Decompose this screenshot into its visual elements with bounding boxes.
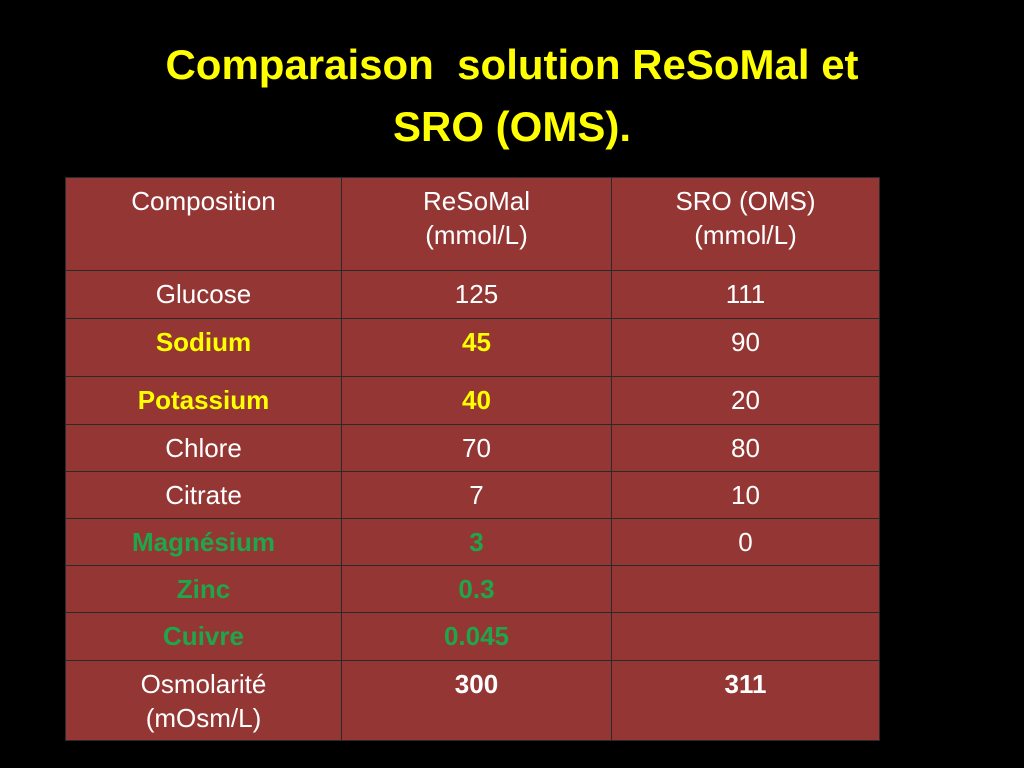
- cell: Magnésium: [65, 518, 342, 566]
- cell: Glucose: [65, 270, 342, 319]
- row: Potassium 40 20: [65, 376, 880, 425]
- cell: 10: [611, 471, 880, 519]
- cell: 111: [611, 270, 880, 319]
- cell: 70: [341, 424, 612, 472]
- row: Sodium 45 90: [65, 318, 880, 377]
- cell: 311: [611, 660, 880, 741]
- title-line: Comparaison solution ReSoMal et: [165, 41, 859, 88]
- cell-text: (mmol/L): [694, 220, 797, 250]
- cell: 0: [611, 518, 880, 566]
- row: Zinc 0.3: [65, 565, 880, 613]
- cell: Sodium: [65, 318, 342, 377]
- header-cell: ReSoMal (mmol/L): [341, 177, 612, 271]
- cell: Chlore: [65, 424, 342, 472]
- slide-title: Comparaison solution ReSoMal et SRO (OMS)…: [0, 34, 1024, 158]
- cell-text: Composition: [131, 186, 276, 216]
- empty-cell: [611, 612, 880, 661]
- cell-text: SRO (OMS): [675, 186, 816, 216]
- cell: 0.045: [341, 612, 612, 661]
- cell: 300: [341, 660, 612, 741]
- cell: Zinc: [65, 565, 342, 613]
- cell: 125: [341, 270, 612, 319]
- cell: Potassium: [65, 376, 342, 425]
- empty-cell: [611, 565, 880, 613]
- cell: 45: [341, 318, 612, 377]
- cell: 7: [341, 471, 612, 519]
- cell: 80: [611, 424, 880, 472]
- row: Citrate 7 10: [65, 471, 880, 519]
- row: Osmolarité (mOsm/L) 300 311: [65, 660, 880, 741]
- cell: 0.3: [341, 565, 612, 613]
- cell: Citrate: [65, 471, 342, 519]
- header-row: Composition ReSoMal (mmol/L) SRO (OMS) (mm…: [65, 177, 880, 271]
- row: Magnésium 3 0: [65, 518, 880, 566]
- cell: Osmolarité (mOsm/L): [65, 660, 342, 741]
- comparison-table: Composition ReSoMal (mmol/L) SRO (OMS) (mm…: [65, 177, 880, 741]
- cell: 3: [341, 518, 612, 566]
- header-cell: Composition: [65, 177, 342, 271]
- header-cell: SRO (OMS) (mmol/L): [611, 177, 880, 271]
- cell-text: Osmolarité: [140, 669, 267, 699]
- cell-text: (mOsm/L): [145, 703, 262, 733]
- cell: 40: [341, 376, 612, 425]
- cell: Cuivre: [65, 612, 342, 661]
- title-line: SRO (OMS).: [393, 103, 631, 150]
- row: Cuivre 0.045: [65, 612, 880, 661]
- row: Glucose 125 111: [65, 270, 880, 319]
- cell: 90: [611, 318, 880, 377]
- cell-text: (mmol/L): [425, 220, 528, 250]
- cell: 20: [611, 376, 880, 425]
- row: Chlore 70 80: [65, 424, 880, 472]
- cell-text: ReSoMal: [423, 186, 530, 216]
